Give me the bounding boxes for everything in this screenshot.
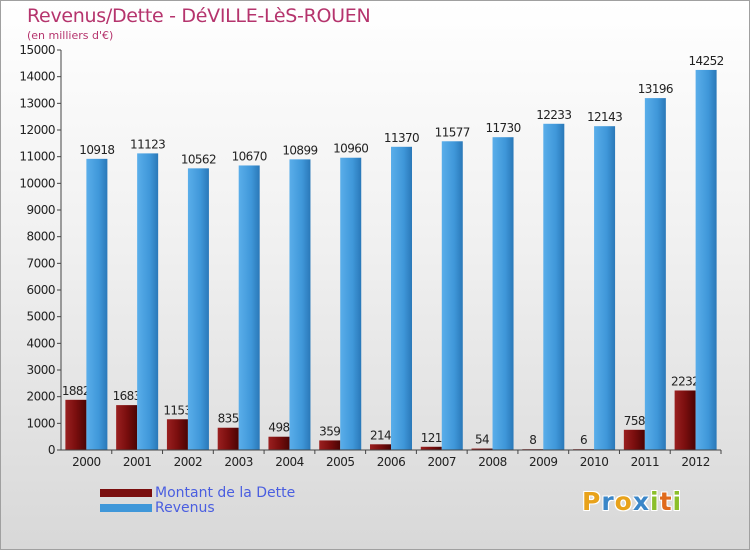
bar-dette [319,440,341,450]
y-tick-label: 14000 [19,70,55,84]
data-label-dette: 6 [580,433,587,447]
logo-letter: P [582,487,602,516]
y-tick-label: 7000 [26,256,55,270]
logo-letter: i [650,487,660,516]
bar-revenus [441,141,463,450]
data-label-revenus: 12233 [536,108,571,122]
x-tick-label: 2005 [326,455,355,469]
data-label-revenus: 11123 [130,137,165,151]
y-tick-label: 5000 [26,310,55,324]
y-tick-label: 9000 [26,203,55,217]
legend-swatch-revenus [100,504,152,512]
bar-revenus [340,157,362,450]
bar-revenus [594,126,616,450]
logo-letter: i [672,487,683,516]
y-tick-label: 0 [48,443,55,457]
x-tick-label: 2001 [123,455,152,469]
bar-dette [268,436,290,450]
bar-dette [420,446,442,450]
data-label-revenus: 11730 [485,121,520,135]
y-tick-label: 13000 [19,96,55,110]
data-label-dette: 121 [421,431,442,445]
bar-dette [65,399,87,450]
data-label-dette: 1882 [62,384,90,398]
logo-letter: t [659,487,673,516]
x-tick-label: 2002 [174,455,203,469]
x-tick-label: 2011 [631,455,660,469]
bar-revenus [391,146,412,451]
data-label-dette: 359 [319,424,340,438]
bar-revenus [137,153,159,451]
y-tick-label: 3000 [26,363,55,377]
y-tick-label: 10000 [19,176,55,190]
data-label-revenus: 12143 [587,110,622,124]
bar-dette [471,448,493,450]
bars: 1882 10918 1683 11123 1153 10562 835 10670 498 10… [62,54,724,451]
data-label-dette: 54 [475,433,489,447]
legend-label-dette: Montant de la Dette [155,485,296,501]
data-label-revenus: 10899 [282,143,317,157]
data-label-revenus: 10918 [79,143,114,157]
x-tick-label: 2009 [529,455,558,469]
x-tick-label: 2003 [224,455,253,469]
x-tick-label: 2006 [377,455,406,469]
y-tick-label: 4000 [26,336,55,350]
data-label-revenus: 11577 [435,125,470,139]
y-tick-label: 2000 [26,390,55,404]
data-label-revenus: 14252 [689,54,724,68]
data-label-revenus: 10960 [333,142,368,156]
bar-revenus [695,69,717,451]
data-label-dette: 1683 [113,389,141,403]
bar-revenus [543,123,565,450]
data-label-revenus: 11370 [384,131,419,145]
data-label-dette: 8 [529,433,536,447]
y-tick-label: 15000 [19,43,55,57]
chart-title: Revenus/Dette - DéVILLE-LèS-ROUEN [27,5,371,27]
bar-revenus [289,159,311,451]
data-label-dette: 498 [268,421,289,435]
x-tick-label: 2000 [72,455,101,469]
bar-dette [116,405,138,450]
logo-letter: x [632,487,650,516]
data-label-dette: 214 [370,428,391,442]
data-label-revenus: 13196 [638,82,673,96]
x-tick-label: 2008 [478,455,507,469]
bar-revenus [187,168,209,450]
data-label-dette: 1153 [163,403,191,417]
x-tick-label: 2010 [580,455,609,469]
legend-label-revenus: Revenus [155,500,215,516]
bar-revenus [492,137,514,450]
chart-subtitle: (en milliers d'€) [27,29,114,42]
x-axis: 2000 2001 2002 2003 2004 2005 2006 2007 2008 2009… [61,449,722,469]
proxiti-logo: Proxiti [582,487,682,516]
y-tick-label: 12000 [19,123,55,137]
x-tick-label: 2004 [275,455,304,469]
y-tick-label: 8000 [26,230,55,244]
data-label-revenus: 10562 [181,152,216,166]
legend-swatch-dette [100,489,152,497]
bar-dette [217,427,239,450]
data-label-dette: 2232 [671,374,699,388]
logo-letter: o [614,487,633,516]
y-tick-label: 1000 [26,416,55,430]
bar-revenus [644,98,666,451]
y-tick-label: 11000 [19,150,55,164]
x-tick-label: 2012 [681,455,710,469]
y-axis: 0 1000 2000 3000 4000 5000 6000 7000 8000 9000 100… [19,43,62,457]
bar-dette [623,429,645,450]
bar-dette [166,419,188,450]
data-label-dette: 758 [624,414,645,428]
bar-dette [370,444,391,450]
logo-letter: r [601,487,615,516]
bar-dette [674,390,696,450]
bar-revenus [86,158,108,450]
x-tick-label: 2007 [427,455,456,469]
data-label-revenus: 10670 [232,149,267,163]
bar-revenus [238,165,260,450]
y-tick-label: 6000 [26,283,55,297]
data-label-dette: 835 [218,412,239,426]
